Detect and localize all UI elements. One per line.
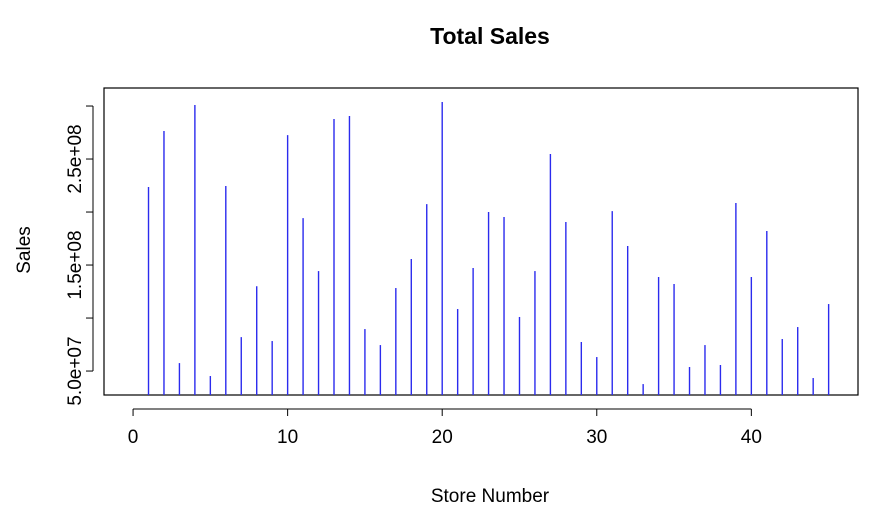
y-axis-label: Sales bbox=[14, 226, 35, 274]
x-tick-label: 40 bbox=[741, 427, 762, 448]
x-tick-label: 10 bbox=[277, 427, 298, 448]
y-tick-label: 1.5e+08 bbox=[65, 230, 86, 299]
x-tick-label: 20 bbox=[432, 427, 453, 448]
chart-title: Total Sales bbox=[430, 23, 550, 49]
y-tick-label: 5.0e+07 bbox=[65, 336, 86, 405]
plot-box bbox=[103, 87, 859, 396]
x-tick-label: 30 bbox=[586, 427, 607, 448]
x-axis-label: Store Number bbox=[431, 486, 550, 507]
y-tick-label: 2.5e+08 bbox=[65, 124, 86, 193]
x-tick-label: 0 bbox=[128, 427, 139, 448]
